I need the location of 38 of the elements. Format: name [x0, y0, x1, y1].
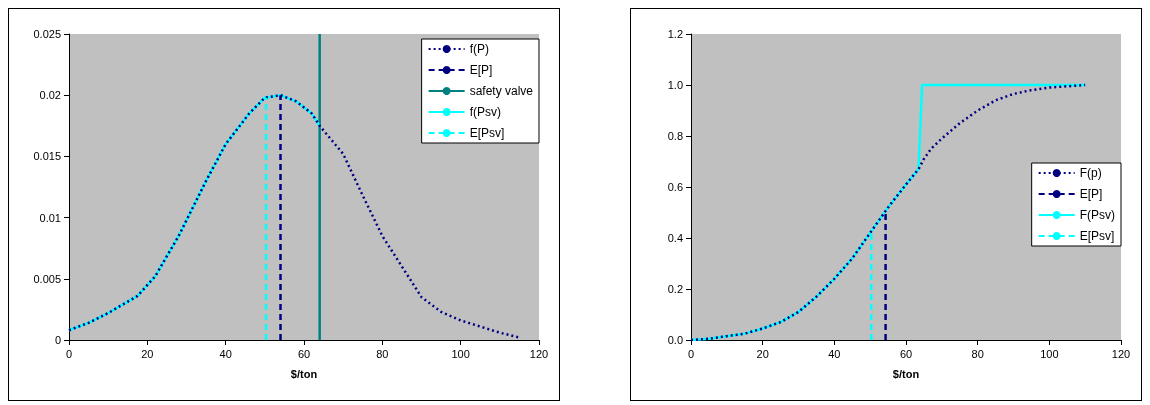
- x-tick-label: 40: [219, 347, 232, 360]
- x-tick-label: 100: [1040, 347, 1059, 360]
- y-tick-label: 1.2: [667, 28, 683, 40]
- y-tick-label: 0.015: [33, 150, 61, 163]
- legend-label: E[P]: [469, 63, 493, 77]
- x-tick-label: 20: [141, 347, 154, 360]
- legend-label: E[Psv]: [1079, 229, 1115, 243]
- x-tick-label: 0: [687, 347, 695, 360]
- legend-label: f(P): [469, 42, 489, 56]
- x-tick-label: 0: [65, 347, 73, 360]
- x-axis-title: $/ton: [290, 367, 318, 380]
- legend-label: safety valve: [469, 84, 534, 98]
- y-tick-label: 0.2: [667, 283, 683, 295]
- y-tick-label: 0.0: [667, 334, 683, 346]
- x-tick-label: 60: [899, 347, 913, 360]
- x-tick-label: 120: [1111, 347, 1131, 360]
- y-tick-label: 0.005: [33, 272, 61, 285]
- y-tick-label: 0.01: [39, 211, 61, 224]
- x-tick-label: 120: [529, 347, 549, 360]
- legend-label: E[P]: [1079, 187, 1103, 201]
- y-tick-label: 0.8: [667, 130, 683, 142]
- x-axis-title: $/ton: [892, 367, 920, 380]
- x-tick-label: 40: [828, 347, 841, 360]
- legend-label: F(Psv): [1079, 208, 1115, 222]
- y-tick-label: 0.02: [39, 89, 61, 102]
- legend-label: F(p): [1079, 166, 1102, 180]
- x-tick-label: 80: [971, 347, 984, 360]
- y-tick-label: 0.4: [667, 232, 683, 244]
- y-tick-label: 0.025: [33, 28, 61, 40]
- x-tick-label: 60: [297, 347, 311, 360]
- y-tick-label: 0.6: [667, 181, 683, 193]
- y-tick-label: 0: [54, 334, 61, 346]
- x-tick-label: 100: [451, 347, 470, 360]
- y-tick-label: 1.0: [667, 79, 683, 91]
- x-tick-label: 20: [756, 347, 769, 360]
- legend-label: E[Psv]: [469, 126, 505, 140]
- legend-label: f(Psv): [469, 105, 501, 119]
- x-tick-label: 80: [376, 347, 389, 360]
